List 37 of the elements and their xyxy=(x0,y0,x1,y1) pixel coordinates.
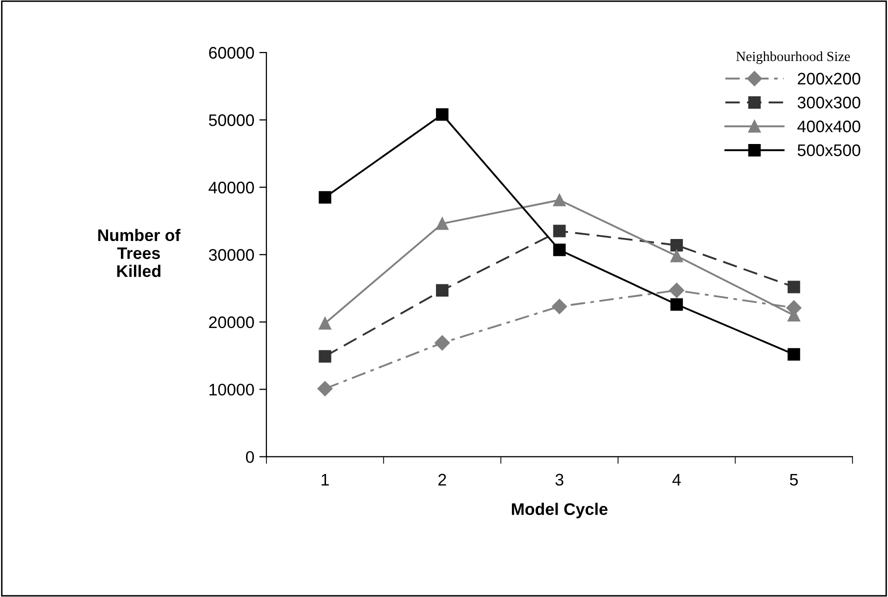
y-axis-title: Number of Trees Killed xyxy=(98,228,181,278)
point xyxy=(788,280,800,294)
point xyxy=(318,350,332,363)
y-tick-label: 20000 xyxy=(209,316,254,328)
point xyxy=(553,244,566,256)
x-tick-label: 1 xyxy=(322,474,329,486)
point xyxy=(788,348,800,361)
point xyxy=(553,194,566,206)
point xyxy=(670,238,683,252)
y-tick-label: 30000 xyxy=(208,249,254,261)
x-tick-label: 4 xyxy=(672,474,681,486)
y-tick-label: 50000 xyxy=(208,114,254,126)
point xyxy=(553,224,566,238)
point xyxy=(436,284,448,297)
legend-title: Neighbourhood Size xyxy=(736,51,850,64)
x-tick-label: 2 xyxy=(438,474,446,486)
legend-label: 400x400 xyxy=(797,120,860,132)
point xyxy=(436,108,448,121)
point xyxy=(670,250,683,262)
x-axis-title: Model Cycle xyxy=(512,502,608,518)
y-tick-label: 10000 xyxy=(210,384,254,396)
point xyxy=(434,335,450,350)
point xyxy=(670,298,683,311)
y-tick-label: 60000 xyxy=(209,46,254,59)
y-tick-label: 40000 xyxy=(208,182,254,194)
legend-label: 300x300 xyxy=(798,96,860,108)
point xyxy=(669,282,684,298)
x-tick-label: 5 xyxy=(790,474,798,486)
point xyxy=(317,381,333,396)
x-tick-label: 3 xyxy=(555,474,564,486)
legend-label: 200x200 xyxy=(798,72,860,85)
point xyxy=(552,298,568,314)
y-tick-label: 0 xyxy=(246,451,254,463)
point xyxy=(436,217,448,230)
legend-label: 500x500 xyxy=(798,144,860,156)
point xyxy=(318,317,332,330)
point xyxy=(318,191,332,204)
